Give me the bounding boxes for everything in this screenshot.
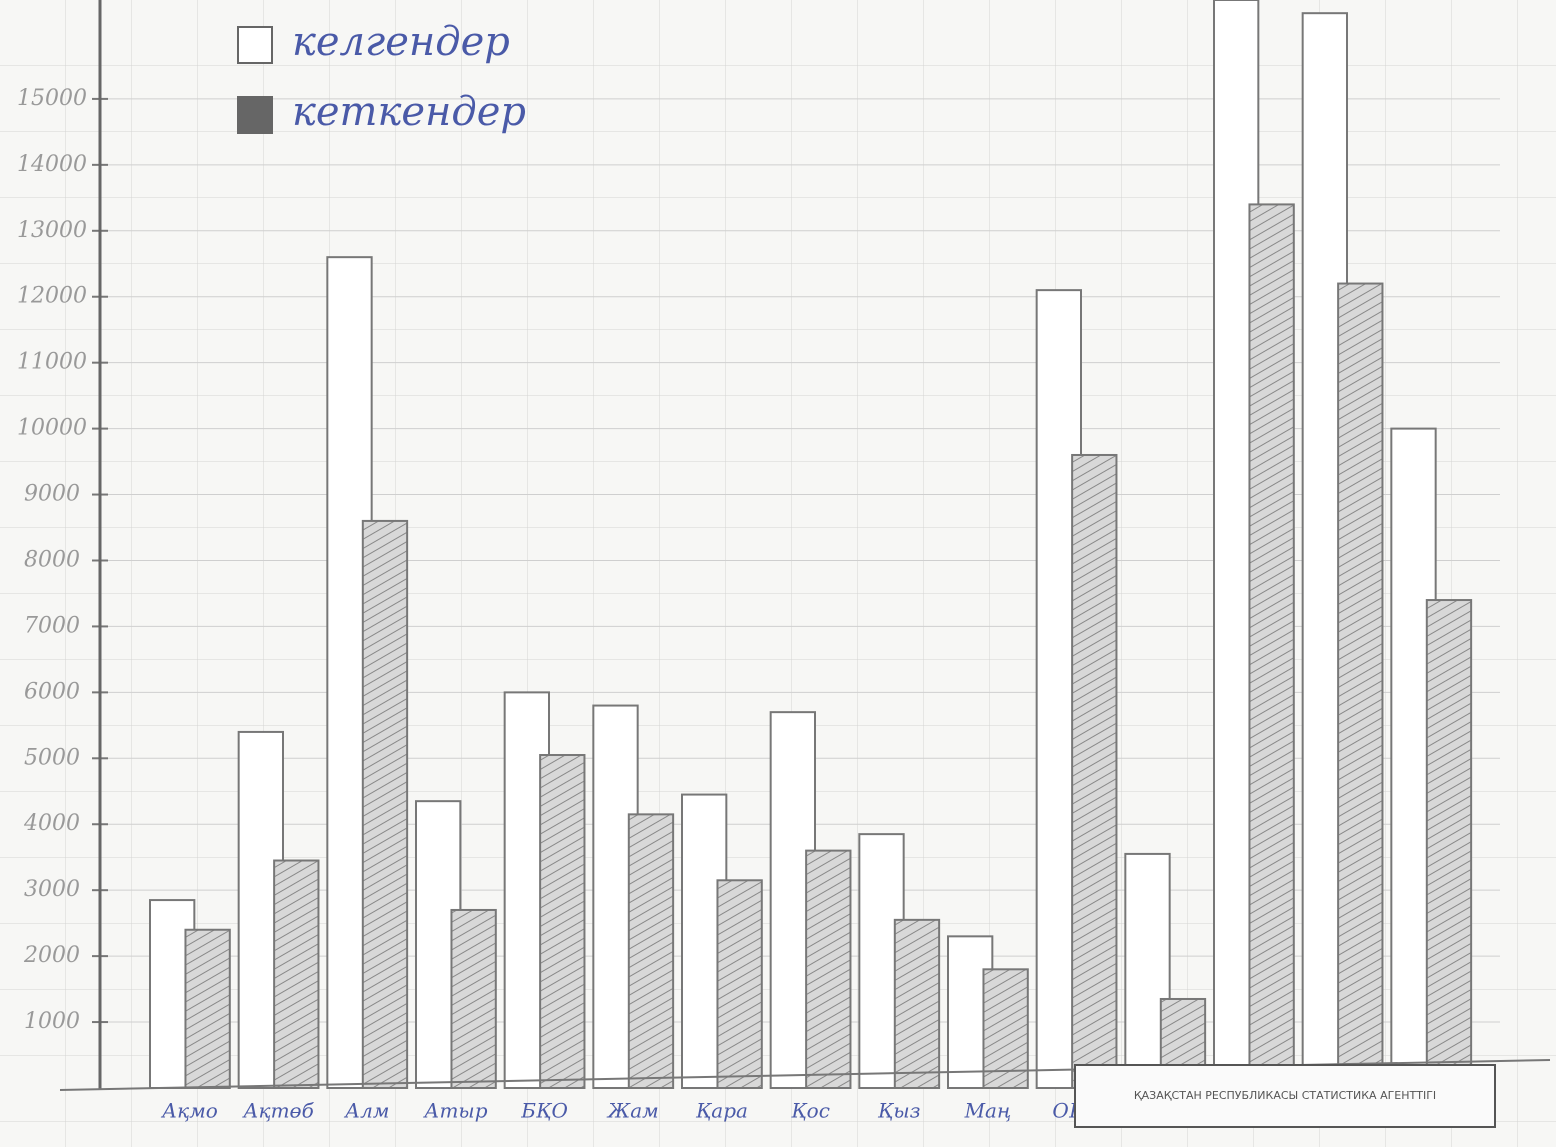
bar [1071,453,1118,1089]
y-tick-label: 14000 [17,152,87,177]
bar [1425,599,1473,1089]
y-tick-label: 9000 [24,482,80,507]
stamp-text: ҚАЗАҚСТАН РЕСПУБЛИКАСЫ СТАТИСТИКА АГЕНТТ… [1134,1089,1436,1102]
bar [1337,282,1384,1090]
y-tick-label: 13000 [17,218,87,243]
bar [805,849,852,1089]
x-tick-label: Жам [606,1099,659,1123]
legend-swatch [237,26,273,64]
legend-label: келгендер [292,19,510,65]
x-tick-label: Ақмо [160,1099,218,1123]
bar [1248,203,1295,1090]
x-tick-label: Маң [964,1099,1012,1123]
legend-swatch [237,96,273,134]
legend-label: кеткендер [292,89,526,135]
y-tick-label: 3000 [24,877,80,902]
x-tick-label: Қыз [877,1099,921,1123]
y-tick-label: 8000 [24,547,80,572]
y-tick-label: 6000 [24,679,80,704]
x-tick-label: Қара [695,1099,748,1123]
y-tick-label: 10000 [17,416,87,441]
y-tick-label: 1000 [24,1009,80,1034]
x-tick-label: Атыр [422,1099,487,1123]
y-tick-label: 4000 [23,811,80,836]
stamp [1074,1064,1496,1128]
bar [627,813,675,1089]
bar [539,754,586,1089]
y-tick-label: 11000 [17,350,87,375]
bar [450,908,497,1089]
y-tick-label: 12000 [17,284,87,309]
bar [361,519,409,1089]
y-tick-label: 2000 [23,943,80,968]
bar [982,968,1029,1089]
y-tick-label: 7000 [24,613,80,638]
y-tick-label: 15000 [17,86,87,111]
bar [273,859,320,1089]
bar [716,879,763,1089]
x-tick-label: Алм [343,1099,389,1123]
y-tick-label: 5000 [24,745,80,770]
x-tick-label: БҚО [520,1099,568,1123]
bar [893,918,941,1090]
bar [184,928,231,1090]
x-tick-label: Қос [790,1099,830,1123]
x-tick-label: Ақтөб [241,1099,314,1123]
